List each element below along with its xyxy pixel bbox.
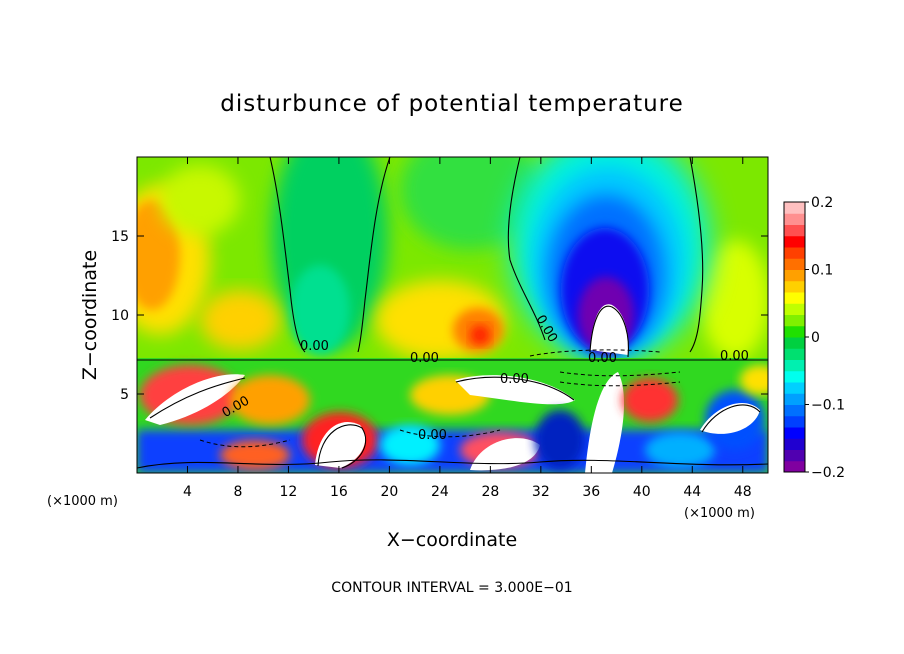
x-tick-label: 32 <box>532 484 550 500</box>
contour-label: 0.00 <box>500 372 529 387</box>
upper-layer-field <box>137 157 768 360</box>
colorbar-segment <box>784 202 805 214</box>
colorbar-tick-label: −0.2 <box>811 465 845 481</box>
y-tick-label: 10 <box>111 308 129 324</box>
contour-label: 0.00 <box>300 339 329 354</box>
colorbar-segment <box>784 404 805 417</box>
contour-label: 0.00 <box>410 351 439 366</box>
x-tick-label: 36 <box>582 484 600 500</box>
colorbar-segment <box>784 348 805 360</box>
x-unit-label-right: (×1000 m) <box>684 506 755 521</box>
colorbar-segment <box>784 438 805 450</box>
colorbar-tick-label: 0.1 <box>811 263 833 279</box>
colorbar-segment <box>784 370 805 383</box>
y-tick-label: 15 <box>111 229 129 245</box>
colorbar-segment <box>784 213 805 225</box>
chart-title: disturbunce of potential temperature <box>220 91 684 117</box>
colorbar-ticks: 0.2 0.1 0 −0.1 −0.2 <box>805 195 845 481</box>
colorbar-segment <box>784 314 805 327</box>
x-axis-ticks: 4 8 12 16 20 24 28 32 36 40 44 48 <box>183 157 752 500</box>
colorbar-segment <box>784 235 805 248</box>
contour-interval-note: CONTOUR INTERVAL = 3.000E−01 <box>331 580 572 596</box>
colorbar-tick-label: 0.2 <box>811 195 833 211</box>
colorbar-tick-label: −0.1 <box>811 398 845 414</box>
x-axis-label: X−coordinate <box>387 529 517 551</box>
x-tick-label: 20 <box>380 484 398 500</box>
x-tick-label: 48 <box>734 484 752 500</box>
x-tick-label: 28 <box>481 484 499 500</box>
colorbar-segment <box>784 337 805 349</box>
x-unit-label-left: (×1000 m) <box>47 494 118 509</box>
contour-label: 0.00 <box>418 428 447 443</box>
colorbar-segment <box>784 382 805 394</box>
x-tick-label: 44 <box>683 484 701 500</box>
colorbar-segment <box>784 247 805 259</box>
colorbar-segment <box>784 280 805 293</box>
plot-area: 0.00 0.00 0.00 0.00 0.00 0.00 0.00 0.00 <box>137 157 768 473</box>
lower-layer-field <box>137 365 768 473</box>
contour-dashed <box>199 349 681 448</box>
colorbar-segment <box>784 415 805 428</box>
colorbar-segment <box>784 427 805 439</box>
contour-lines <box>137 157 768 469</box>
colorbar-segment <box>784 224 805 237</box>
y-tick-label: 5 <box>120 387 129 403</box>
colorbar-segment <box>784 269 805 282</box>
colorbar-segment <box>784 359 805 372</box>
x-tick-label: 16 <box>330 484 348 500</box>
y-axis-ticks: 5 10 15 <box>111 229 768 403</box>
x-tick-label: 8 <box>233 484 242 500</box>
colorbar-segment <box>784 393 805 405</box>
x-tick-label: 24 <box>431 484 449 500</box>
contour-label: 0.00 <box>588 351 617 366</box>
colorbar <box>784 202 805 473</box>
x-tick-label: 4 <box>183 484 192 500</box>
x-tick-label: 40 <box>633 484 651 500</box>
y-axis-label: Z−coordinate <box>79 250 101 380</box>
colorbar-segment <box>784 303 805 315</box>
colorbar-segment <box>784 325 805 338</box>
colorbar-segment <box>784 258 805 270</box>
colorbar-tick-label: 0 <box>811 330 820 346</box>
colorbar-segment <box>784 449 805 462</box>
colorbar-segment <box>784 460 805 473</box>
colorbar-segment <box>784 292 805 304</box>
x-tick-label: 12 <box>280 484 298 500</box>
contour-label: 0.00 <box>720 349 749 364</box>
